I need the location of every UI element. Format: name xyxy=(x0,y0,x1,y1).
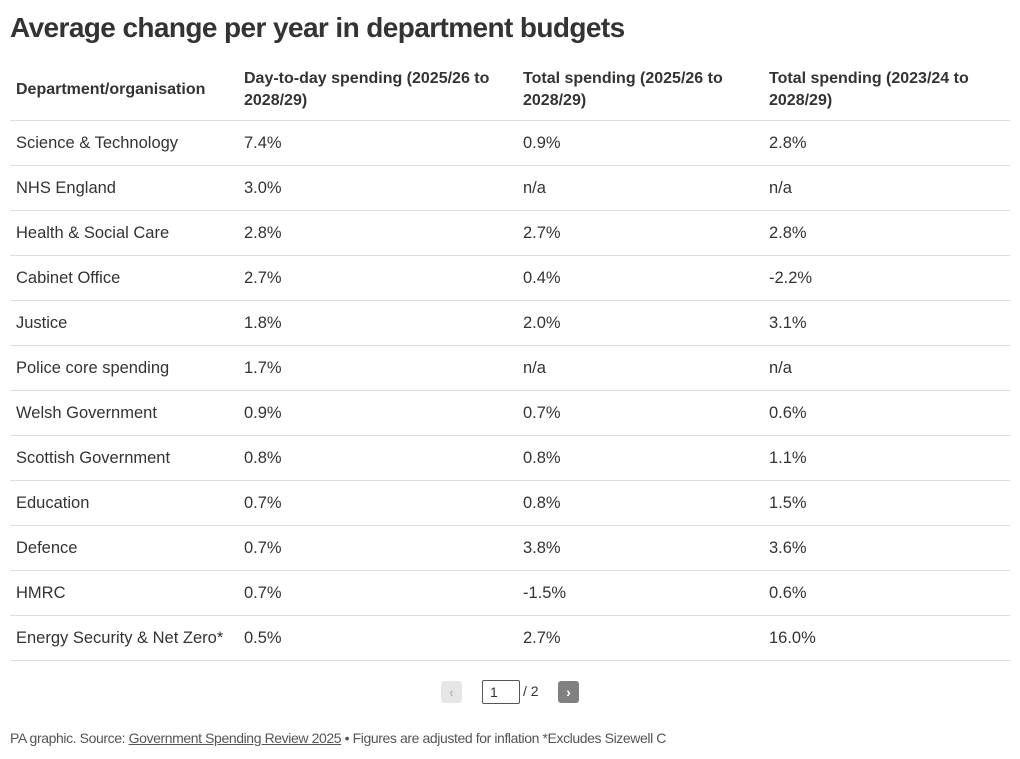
cell-total-2025: 0.7% xyxy=(517,390,763,436)
header-row: Department/organisation Day-to-day spend… xyxy=(10,60,1010,121)
cell-day-to-day: 0.7% xyxy=(238,480,517,526)
cell-total-2023: 1.5% xyxy=(763,480,1010,526)
cell-department: Education xyxy=(10,480,238,526)
cell-total-2025: 0.8% xyxy=(517,435,763,481)
previous-page-button[interactable]: ‹ xyxy=(441,681,462,703)
budget-table: Department/organisation Day-to-day spend… xyxy=(10,60,1010,661)
cell-day-to-day: 1.7% xyxy=(238,345,517,391)
cell-total-2023: 2.8% xyxy=(763,210,1010,256)
cell-total-2025: n/a xyxy=(517,165,763,211)
cell-day-to-day: 0.7% xyxy=(238,525,517,571)
cell-day-to-day: 0.8% xyxy=(238,435,517,481)
cell-total-2023: 0.6% xyxy=(763,390,1010,436)
cell-total-2023: 3.6% xyxy=(763,525,1010,571)
table-row: HMRC 0.7% -1.5% 0.6% xyxy=(10,570,1010,616)
column-header-department[interactable]: Department/organisation xyxy=(10,60,238,121)
cell-total-2023: 0.6% xyxy=(763,570,1010,616)
page-number-input[interactable] xyxy=(482,680,520,704)
cell-total-2025: 3.8% xyxy=(517,525,763,571)
table-row: Health & Social Care 2.8% 2.7% 2.8% xyxy=(10,210,1010,256)
table-row: Science & Technology 7.4% 0.9% 2.8% xyxy=(10,120,1010,166)
cell-department: Health & Social Care xyxy=(10,210,238,256)
footer-suffix: • Figures are adjusted for inflation *Ex… xyxy=(341,730,667,746)
cell-department: HMRC xyxy=(10,570,238,616)
column-header-day-to-day[interactable]: Day-to-day spending (2025/26 to 2028/29) xyxy=(238,60,517,121)
table-row: Welsh Government 0.9% 0.7% 0.6% xyxy=(10,390,1010,436)
column-header-total-2025[interactable]: Total spending (2025/26 to 2028/29) xyxy=(517,60,763,121)
column-header-total-2023[interactable]: Total spending (2023/24 to 2028/29) xyxy=(763,60,1010,121)
cell-department: Justice xyxy=(10,300,238,346)
cell-total-2023: n/a xyxy=(763,165,1010,211)
page-total-label: / 2 xyxy=(523,683,539,699)
cell-day-to-day: 1.8% xyxy=(238,300,517,346)
table-row: Police core spending 1.7% n/a n/a xyxy=(10,345,1010,391)
cell-department: Science & Technology xyxy=(10,120,238,166)
cell-day-to-day: 2.7% xyxy=(238,255,517,301)
table-row: Education 0.7% 0.8% 1.5% xyxy=(10,480,1010,526)
table-row: Scottish Government 0.8% 0.8% 1.1% xyxy=(10,435,1010,481)
footer-prefix: PA graphic. Source: xyxy=(10,730,129,746)
cell-day-to-day: 0.9% xyxy=(238,390,517,436)
cell-total-2025: n/a xyxy=(517,345,763,391)
cell-department: Welsh Government xyxy=(10,390,238,436)
cell-total-2023: n/a xyxy=(763,345,1010,391)
cell-total-2025: 2.7% xyxy=(517,615,763,661)
cell-day-to-day: 7.4% xyxy=(238,120,517,166)
source-link[interactable]: Government Spending Review 2025 xyxy=(128,730,342,746)
cell-total-2023: 1.1% xyxy=(763,435,1010,481)
cell-department: Cabinet Office xyxy=(10,255,238,301)
table-row: NHS England 3.0% n/a n/a xyxy=(10,165,1010,211)
cell-total-2025: 2.7% xyxy=(517,210,763,256)
next-page-button[interactable]: › xyxy=(558,681,579,703)
table-row: Cabinet Office 2.7% 0.4% -2.2% xyxy=(10,255,1010,301)
cell-day-to-day: 2.8% xyxy=(238,210,517,256)
cell-total-2025: -1.5% xyxy=(517,570,763,616)
cell-day-to-day: 0.7% xyxy=(238,570,517,616)
chart-title: Average change per year in department bu… xyxy=(10,12,625,43)
cell-department: Defence xyxy=(10,525,238,571)
cell-day-to-day: 0.5% xyxy=(238,615,517,661)
pagination: ‹ / 2 › xyxy=(0,679,1020,705)
table-body: Science & Technology 7.4% 0.9% 2.8% NHS Engl… xyxy=(10,120,1010,661)
cell-total-2023: 2.8% xyxy=(763,120,1010,166)
cell-total-2023: 16.0% xyxy=(763,615,1010,661)
source-footer: PA graphic. Source: Government Spending … xyxy=(10,730,666,746)
cell-department: Energy Security & Net Zero* xyxy=(10,615,238,661)
table-row: Justice 1.8% 2.0% 3.1% xyxy=(10,300,1010,346)
cell-total-2025: 0.8% xyxy=(517,480,763,526)
table-row: Energy Security & Net Zero* 0.5% 2.7% 16.0% xyxy=(10,615,1010,661)
budget-table-container: Department/organisation Day-to-day spend… xyxy=(10,60,1010,661)
table-header: Department/organisation Day-to-day spend… xyxy=(10,60,1010,121)
cell-total-2025: 2.0% xyxy=(517,300,763,346)
cell-total-2025: 0.9% xyxy=(517,120,763,166)
cell-day-to-day: 3.0% xyxy=(238,165,517,211)
table-row: Defence 0.7% 3.8% 3.6% xyxy=(10,525,1010,571)
cell-department: NHS England xyxy=(10,165,238,211)
cell-department: Scottish Government xyxy=(10,435,238,481)
cell-department: Police core spending xyxy=(10,345,238,391)
cell-total-2023: 3.1% xyxy=(763,300,1010,346)
cell-total-2025: 0.4% xyxy=(517,255,763,301)
cell-total-2023: -2.2% xyxy=(763,255,1010,301)
